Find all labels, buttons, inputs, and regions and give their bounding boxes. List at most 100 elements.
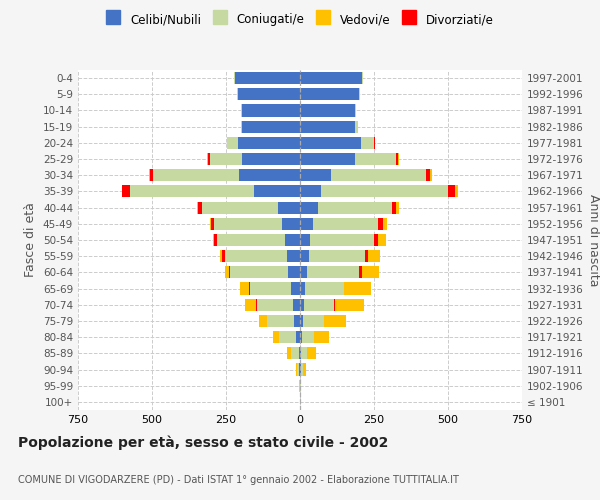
Bar	[300, 315, 303, 327]
Bar	[208, 153, 210, 165]
Bar	[331, 169, 426, 181]
Bar	[238, 137, 300, 149]
Bar	[396, 202, 399, 213]
Bar	[287, 250, 300, 262]
Bar	[301, 348, 307, 360]
Bar	[214, 218, 282, 230]
Bar	[274, 331, 279, 343]
Bar	[374, 137, 375, 149]
Bar	[230, 266, 288, 278]
Bar	[355, 104, 356, 117]
Bar	[285, 234, 300, 246]
Bar	[287, 348, 291, 360]
Bar	[291, 348, 299, 360]
Bar	[240, 282, 249, 294]
Bar	[242, 104, 300, 117]
Bar	[300, 120, 355, 132]
Bar	[379, 218, 383, 230]
Bar	[299, 348, 300, 360]
Bar	[302, 331, 314, 343]
Bar	[297, 364, 299, 376]
Bar	[212, 234, 214, 246]
Bar	[430, 169, 432, 181]
Bar	[305, 282, 344, 294]
Bar	[355, 120, 358, 132]
Y-axis label: Fasce di età: Fasce di età	[25, 202, 37, 278]
Legend: Celibi/Nubili, Coniugati/e, Vedovi/e, Divorziati/e: Celibi/Nubili, Coniugati/e, Vedovi/e, Di…	[101, 8, 499, 31]
Bar	[235, 72, 300, 84]
Bar	[304, 298, 334, 311]
Bar	[309, 250, 365, 262]
Bar	[149, 169, 150, 181]
Bar	[279, 331, 296, 343]
Bar	[300, 137, 361, 149]
Bar	[300, 88, 359, 101]
Bar	[211, 218, 214, 230]
Bar	[362, 72, 363, 84]
Bar	[359, 88, 360, 101]
Bar	[303, 315, 323, 327]
Bar	[282, 218, 300, 230]
Bar	[300, 348, 301, 360]
Bar	[197, 202, 198, 213]
Bar	[300, 298, 304, 311]
Bar	[300, 282, 305, 294]
Bar	[455, 186, 458, 198]
Bar	[313, 218, 379, 230]
Bar	[300, 234, 310, 246]
Bar	[396, 153, 398, 165]
Bar	[323, 315, 346, 327]
Bar	[278, 202, 300, 213]
Bar	[335, 298, 364, 311]
Bar	[293, 298, 300, 311]
Bar	[259, 315, 268, 327]
Bar	[368, 250, 380, 262]
Bar	[301, 364, 303, 376]
Bar	[300, 104, 355, 117]
Bar	[254, 186, 300, 198]
Text: COMUNE DI VIGODARZERE (PD) - Dati ISTAT 1° gennaio 2002 - Elaborazione TUTTITALI: COMUNE DI VIGODARZERE (PD) - Dati ISTAT …	[18, 475, 459, 485]
Bar	[361, 137, 374, 149]
Bar	[300, 331, 302, 343]
Bar	[239, 169, 300, 181]
Bar	[288, 266, 300, 278]
Bar	[307, 348, 316, 360]
Bar	[365, 250, 368, 262]
Bar	[426, 169, 430, 181]
Bar	[150, 169, 154, 181]
Bar	[296, 364, 297, 376]
Bar	[224, 250, 287, 262]
Bar	[291, 282, 300, 294]
Bar	[245, 298, 256, 311]
Bar	[296, 331, 300, 343]
Bar	[130, 186, 254, 198]
Bar	[300, 169, 331, 181]
Bar	[300, 153, 355, 165]
Bar	[217, 234, 285, 246]
Bar	[210, 218, 211, 230]
Bar	[227, 137, 238, 149]
Bar	[122, 186, 130, 198]
Bar	[300, 72, 362, 84]
Bar	[222, 250, 224, 262]
Bar	[294, 315, 300, 327]
Bar	[318, 202, 392, 213]
Bar	[257, 298, 293, 311]
Bar	[238, 88, 300, 101]
Bar	[210, 153, 242, 165]
Bar	[300, 266, 307, 278]
Bar	[392, 202, 396, 213]
Bar	[379, 234, 386, 246]
Bar	[359, 266, 362, 278]
Bar	[314, 331, 329, 343]
Bar	[224, 266, 229, 278]
Bar	[344, 282, 371, 294]
Bar	[214, 234, 217, 246]
Bar	[310, 234, 374, 246]
Bar	[383, 218, 388, 230]
Bar	[307, 266, 359, 278]
Bar	[300, 218, 313, 230]
Bar	[300, 186, 321, 198]
Bar	[154, 169, 239, 181]
Bar	[198, 202, 202, 213]
